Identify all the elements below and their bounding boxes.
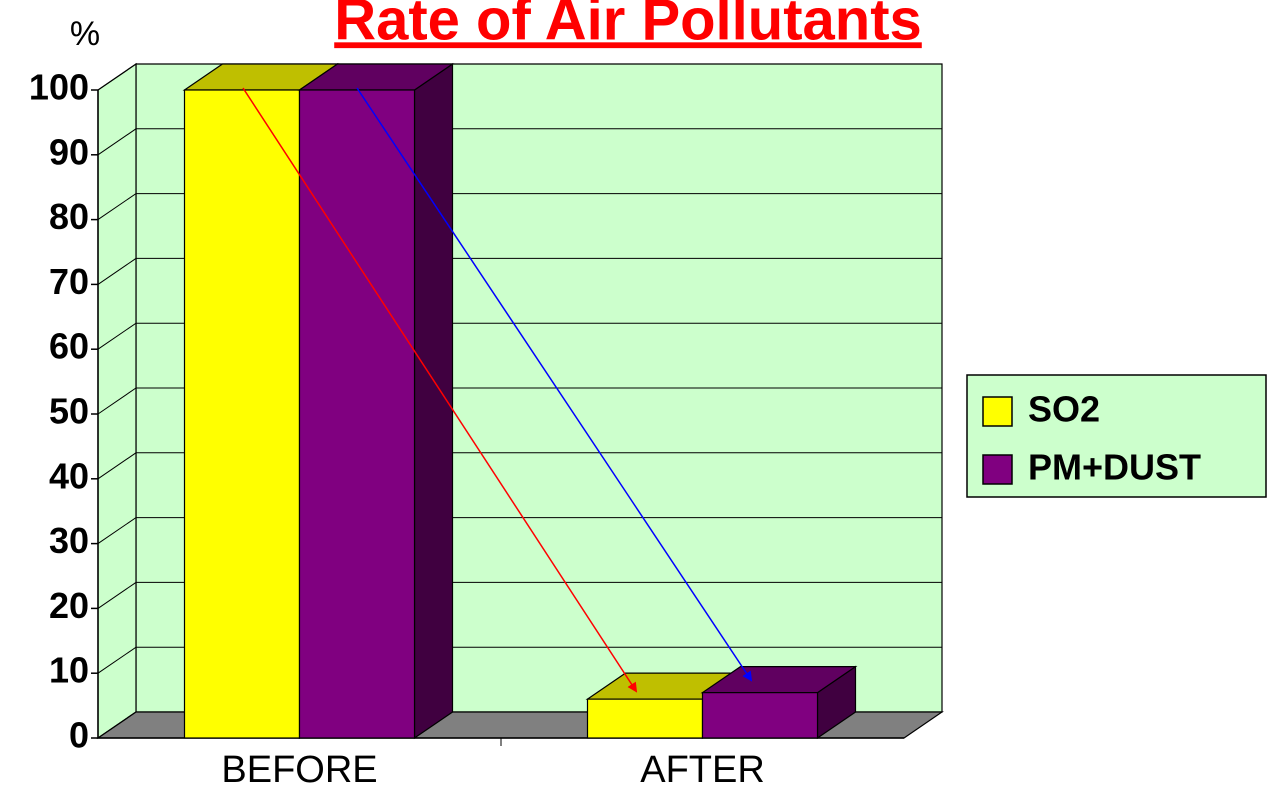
grid-line	[97, 257, 942, 285]
grid-line	[97, 452, 942, 480]
x-tick-label: AFTER	[640, 749, 765, 790]
legend: SO2 PM+DUST	[966, 374, 1267, 498]
chart-title: Rate of Air Pollutants	[334, 0, 922, 52]
legend-swatch	[982, 454, 1013, 485]
y-tick-label: 30	[49, 520, 89, 561]
grid-line	[97, 646, 942, 674]
arrow	[242, 87, 638, 693]
grid-line	[97, 517, 942, 545]
y-tick-label: 80	[49, 196, 89, 237]
y-tick-label: 60	[49, 326, 89, 367]
grid-line	[97, 128, 942, 156]
legend-box	[966, 374, 1267, 498]
y-tick-label: 10	[49, 650, 89, 691]
y-tick-label: 100	[29, 67, 89, 108]
bar	[700, 665, 858, 740]
plot-area: 0 10 20 30 40 50 60 70 80 90 100 BEFORE AFTER	[29, 62, 944, 790]
bar-front	[701, 692, 819, 739]
grid-line	[97, 581, 942, 609]
y-tick-label: 40	[49, 455, 89, 496]
grid-line	[97, 387, 942, 415]
legend-swatch	[982, 396, 1013, 427]
grid-line	[97, 322, 942, 350]
y-axis-label: %	[70, 15, 100, 53]
legend-label: PM+DUST	[1028, 447, 1201, 488]
arrow	[356, 87, 753, 682]
bar-front	[586, 698, 704, 739]
y-tick-label: 70	[49, 261, 89, 302]
y-tick-label: 0	[69, 715, 89, 756]
y-tick-label: 20	[49, 585, 89, 626]
bar	[297, 62, 455, 740]
legend-label: SO2	[1028, 389, 1100, 430]
grid-line	[97, 63, 942, 91]
bar-front	[298, 89, 416, 739]
x-tick-label: BEFORE	[221, 749, 377, 790]
y-tick-label: 90	[49, 131, 89, 172]
y-tick-label: 50	[49, 391, 89, 432]
bar-front	[183, 89, 301, 739]
grid-line	[97, 193, 942, 221]
